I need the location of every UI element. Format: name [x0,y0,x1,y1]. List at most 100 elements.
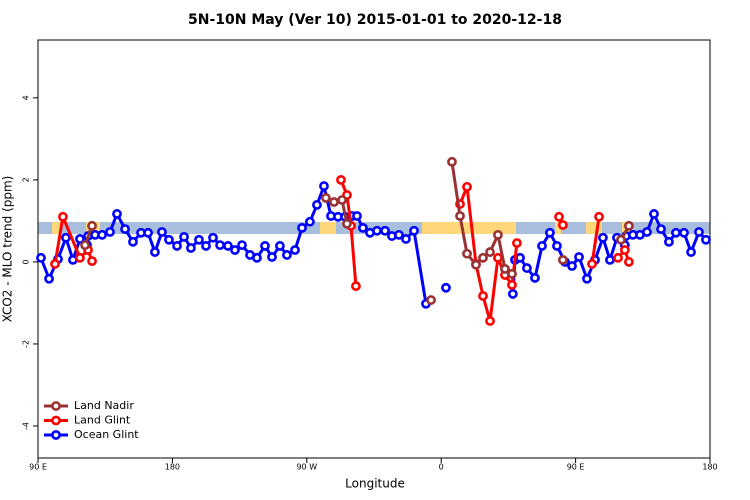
data-point [587,259,597,269]
data-point [87,220,97,231]
legend-label: Land Glint [74,414,131,427]
data-point [664,236,674,247]
data-point [75,252,85,263]
data-point [485,316,495,326]
data-point [297,222,307,233]
x-tick-label: 0 [439,463,444,472]
data-point [97,229,107,240]
data-point [290,245,300,255]
data-point [582,273,592,284]
data-point [624,220,634,231]
x-tick-label: 180 [165,463,180,472]
data-point [642,227,652,237]
land-strip [422,222,516,234]
data-point [321,193,331,203]
x-tick-label: 180 [702,463,717,472]
data-point [105,227,115,237]
data-point [201,241,211,251]
x-tick-label: 90 E [29,463,47,472]
chart-title: 5N-10N May (Ver 10) 2015-01-01 to 2020-1… [188,12,562,28]
data-point [50,259,60,269]
data-point [656,224,666,235]
data-point [567,261,577,271]
data-point [282,250,292,260]
data-point [455,211,465,221]
data-point [230,245,240,255]
data-point [164,234,174,245]
data-point [616,234,626,245]
y-tick-label: 2 [22,177,31,182]
data-point [252,252,262,263]
y-tick-label: -4 [22,422,31,430]
x-tick-label: 90 E [567,463,585,472]
data-point [613,252,623,263]
data-point [447,156,457,167]
data-point [471,259,481,270]
data-point [512,238,522,248]
data-point [649,209,659,219]
data-point [478,252,488,263]
data-point [558,254,568,265]
data-point [522,263,532,273]
data-point [179,231,189,242]
plot-frame [37,39,711,459]
data-point [574,252,584,262]
data-point [537,241,547,251]
data-point [679,227,689,238]
x-tick-label: 90 W [296,463,317,472]
data-point [701,234,711,245]
data-point [128,236,138,247]
data-point [394,229,404,240]
legend-marker [51,415,61,426]
data-point [112,209,122,219]
data-point [554,211,564,222]
data-point [671,227,681,238]
data-point [75,234,85,244]
data-point [342,218,352,229]
data-point [267,252,277,262]
data-point [358,222,368,233]
data-point [186,243,196,253]
x-axis-label: Longitude [345,477,405,491]
data-point [507,268,517,279]
data-point [605,254,615,265]
data-point [545,227,555,238]
land-strip [52,222,62,234]
data-point [237,240,247,251]
data-point [312,200,322,210]
data-point [120,224,130,235]
data-point [260,241,270,251]
legend-marker [51,401,61,411]
data-point [44,273,54,284]
legend-label: Ocean Glint [74,428,139,441]
data-point [172,241,182,251]
data-point [552,241,562,251]
data-point [351,281,361,292]
data-point [493,252,503,263]
y-tick-label: 0 [22,259,31,264]
data-point [352,211,362,221]
data-point [372,225,382,236]
data-point [515,252,525,263]
data-point [558,220,568,230]
land-strip [555,222,561,234]
data-point [275,241,285,251]
data-point [530,273,540,283]
data-point [493,229,503,240]
y-axis-label: XCO2 - MLO trend (ppm) [1,176,15,323]
data-point [624,257,634,267]
data-point [58,211,68,222]
data-point [500,263,510,274]
data-point [485,247,495,257]
legend-marker [51,430,61,440]
data-point [194,234,204,245]
data-point [208,232,218,243]
data-point [157,227,167,237]
data-point [143,227,153,238]
data-point [223,241,233,251]
land-strip [586,222,602,234]
data-point [507,289,518,299]
data-point [478,291,488,301]
data-point [36,252,46,263]
